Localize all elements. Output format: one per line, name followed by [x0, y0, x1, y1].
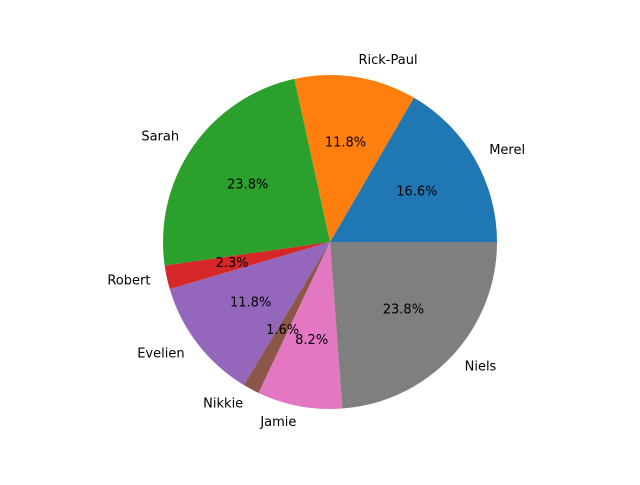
pie-category-label-sarah: Sarah [141, 130, 179, 145]
pie-pct-label-nikkie: 1.6% [266, 323, 299, 338]
pie-slice-robert [164, 242, 330, 290]
pie-pct-label-rick-paul: 11.8% [325, 136, 366, 151]
pie-category-label-nikkie: Nikkie [203, 396, 243, 411]
pie-slice-niels [330, 242, 497, 409]
pie-category-label-jamie: Jamie [259, 415, 296, 430]
pie-pct-label-sarah: 23.8% [227, 177, 268, 192]
pie-category-label-rick-paul: Rick-Paul [358, 53, 417, 68]
pie-category-label-evelien: Evelien [137, 347, 184, 362]
pie-slice-merel [330, 97, 497, 242]
pie-slice-rick-paul [294, 75, 414, 242]
pie-category-label-niels: Niels [465, 360, 497, 375]
pie-slice-jamie [258, 242, 343, 409]
pie-category-label-merel: Merel [489, 143, 525, 158]
pie-labels: 16.6% Merel 11.8% Rick-Paul 23.8% Sarah 2.3% Ro… [107, 53, 525, 430]
pie-slice-sarah [163, 78, 330, 266]
pie-category-label-robert: Robert [107, 273, 150, 288]
pie-pct-label-niels: 23.8% [383, 303, 424, 318]
pie-slice-nikkie [243, 242, 330, 393]
pie-slices [163, 75, 497, 409]
pie-pct-label-evelien: 11.8% [230, 296, 271, 311]
pie-pct-label-jamie: 8.2% [295, 333, 328, 348]
pie-slice-evelien [169, 242, 330, 386]
pie-pct-label-merel: 16.6% [396, 185, 437, 200]
pie-pct-label-robert: 2.3% [216, 256, 249, 271]
